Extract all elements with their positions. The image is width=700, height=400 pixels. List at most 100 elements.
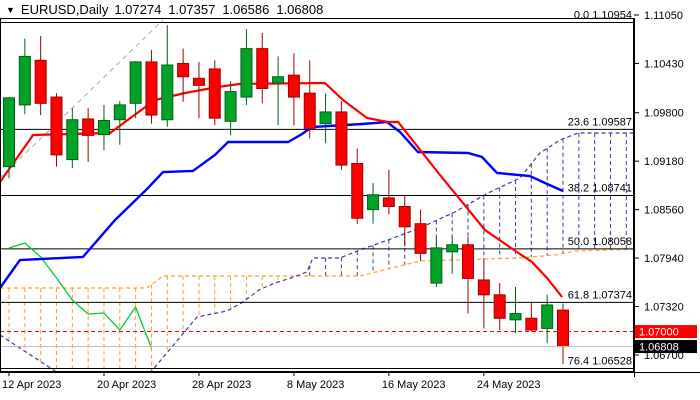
candle [145, 50, 158, 124]
candle-body [208, 68, 221, 119]
candle-body [161, 64, 174, 121]
candle [367, 183, 380, 224]
candle-body [462, 244, 475, 279]
candle [335, 100, 348, 170]
candle [398, 194, 411, 247]
candle-body [398, 205, 411, 228]
candle-body [50, 96, 63, 156]
candle [541, 294, 554, 344]
candle-body [382, 197, 395, 207]
chikou-span-line [8, 242, 153, 349]
candle-body [97, 120, 110, 136]
candle [82, 108, 95, 162]
fib-level-label: 38.2 1.08741 [568, 182, 632, 194]
candle [161, 25, 174, 127]
y-axis-label: 1.07940 [644, 253, 684, 265]
candle-body [525, 317, 538, 331]
bid-price-badge: 1.06808 [635, 340, 697, 354]
candle [446, 236, 459, 274]
candle-body [240, 48, 253, 98]
candle-body [82, 118, 95, 136]
y-axis-label: 1.11050 [644, 10, 683, 22]
candle [113, 100, 126, 145]
high-value: 1.07357 [168, 2, 216, 17]
candle [303, 60, 316, 139]
y-axis-label: 1.08560 [644, 205, 684, 217]
y-axis-label: 1.09800 [644, 108, 684, 120]
candle-body [509, 313, 522, 321]
y-axis-label: 1.09180 [644, 156, 684, 168]
y-axis-label: 1.07320 [644, 302, 684, 314]
fib-level-label: 76.4 1.06528 [568, 355, 632, 367]
fib-level-label: 0.0 1.10954 [574, 10, 632, 22]
symbol-period-label: EURUSD,Daily [20, 2, 109, 17]
candle-body [272, 76, 285, 84]
x-axis-label: 28 Apr 2023 [192, 379, 251, 391]
candle-body [177, 62, 190, 78]
candle [192, 61, 205, 119]
candle-body [113, 104, 126, 121]
candle [477, 258, 490, 329]
candle-body [414, 223, 427, 254]
candle-body [446, 244, 459, 253]
candle [493, 283, 506, 330]
candle-body [66, 119, 79, 161]
candle-body [493, 294, 506, 319]
candle [66, 108, 79, 169]
x-axis-label: 16 May 2023 [382, 379, 446, 391]
candle [319, 93, 332, 144]
kijun-sen-line [0, 120, 564, 289]
candle [3, 97, 15, 179]
candle-body [557, 309, 570, 348]
x-axis-label: 24 May 2023 [477, 379, 541, 391]
candle-body [319, 111, 332, 125]
candle-body [256, 48, 269, 89]
candle [351, 148, 364, 224]
low-value: 1.06586 [222, 2, 270, 17]
tenkan-sen-line [0, 81, 563, 298]
candle [382, 169, 395, 215]
chart-border [0, 18, 634, 372]
candle [208, 60, 221, 126]
candle-body [224, 91, 237, 122]
senkou-span-a-line [0, 248, 634, 289]
candle-body [145, 61, 158, 116]
candle-body [477, 279, 490, 296]
candle [34, 36, 47, 116]
candle-body [335, 111, 348, 166]
candle-body [303, 92, 316, 129]
candle-body [287, 74, 300, 98]
candle [177, 48, 190, 102]
candle [240, 29, 253, 105]
x-axis-label: 12 Apr 2023 [2, 379, 61, 391]
candle-body [18, 55, 31, 106]
candle [430, 236, 443, 287]
trendline[interactable] [0, 19, 164, 179]
ohlc-header: ▼ EURUSD,Daily 1.07274 1.07357 1.06586 1… [6, 2, 323, 17]
alert-price-badge: 1.07000 [635, 325, 697, 339]
candle [224, 81, 237, 136]
collapse-chart-icon: ▼ [6, 4, 15, 15]
fib-level-label: 61.8 1.07374 [568, 289, 632, 301]
candle [97, 104, 110, 151]
candle-body [367, 194, 380, 211]
candle [462, 236, 475, 314]
fib-level-label: 23.6 1.09587 [568, 116, 632, 128]
x-axis-label: 20 Apr 2023 [97, 379, 156, 391]
candle-body [3, 97, 15, 168]
candle [525, 301, 538, 332]
candle [18, 38, 31, 115]
candle [414, 209, 427, 262]
candle [256, 32, 269, 104]
plot-area[interactable] [0, 19, 639, 373]
x-axis-label: 8 May 2023 [287, 379, 344, 391]
candle [50, 93, 63, 167]
fib-level-label: 50.0 1.08058 [568, 236, 632, 248]
y-axis-label: 1.10430 [644, 58, 684, 70]
candle [129, 61, 142, 119]
close-value: 1.06808 [276, 2, 324, 17]
candle [287, 53, 300, 126]
svg-text:1.06808: 1.06808 [639, 342, 679, 354]
